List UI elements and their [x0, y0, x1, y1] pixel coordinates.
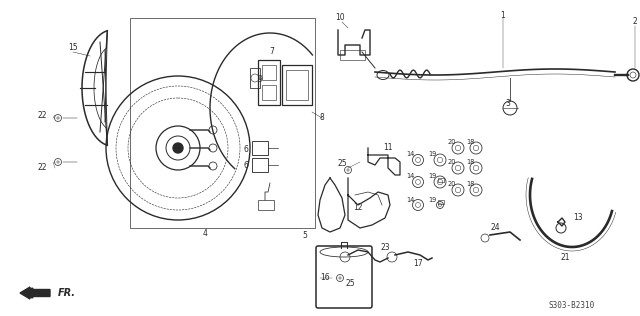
Bar [258, 60, 280, 105]
Bar [130, 18, 315, 228]
Bar [252, 158, 268, 172]
Text: 2: 2 [632, 17, 637, 27]
Text: 14: 14 [406, 173, 414, 179]
Text: 6: 6 [243, 144, 248, 154]
Text: 14: 14 [406, 151, 414, 157]
Bar [250, 68, 260, 88]
Text: 10: 10 [335, 14, 345, 22]
Text: 12: 12 [353, 204, 363, 212]
Text: 23: 23 [380, 244, 390, 252]
Text: 13: 13 [573, 214, 583, 222]
Text: S303-B2310: S303-B2310 [549, 301, 595, 311]
Text: 5: 5 [303, 230, 307, 240]
Text: 4: 4 [203, 228, 207, 238]
Bar [438, 178, 444, 182]
Text: 17: 17 [413, 258, 423, 268]
Text: 1: 1 [500, 10, 506, 20]
Bar [282, 65, 312, 105]
Text: 16: 16 [321, 274, 330, 283]
Bar [262, 85, 276, 100]
Text: FR.: FR. [58, 288, 76, 298]
Text: 15: 15 [68, 44, 78, 52]
Text: 19: 19 [428, 173, 436, 179]
Text: 19: 19 [428, 151, 436, 157]
Bar [252, 141, 268, 155]
Text: 22: 22 [37, 111, 47, 119]
Bar [340, 50, 365, 60]
Text: 20: 20 [448, 181, 456, 187]
Text: 19: 19 [428, 197, 436, 203]
Bar [258, 200, 274, 210]
Text: 22: 22 [37, 163, 47, 173]
Text: 20: 20 [448, 159, 456, 165]
Text: 20: 20 [448, 139, 456, 145]
Text: 9: 9 [258, 76, 263, 84]
Text: 14: 14 [406, 197, 414, 203]
Text: 6: 6 [243, 161, 248, 171]
Text: 18: 18 [466, 139, 474, 145]
Text: 25: 25 [337, 159, 347, 167]
FancyArrow shape [20, 287, 50, 299]
Bar [286, 70, 308, 100]
Text: 18: 18 [466, 181, 474, 187]
Text: 11: 11 [383, 143, 393, 153]
Text: 24: 24 [490, 223, 500, 233]
Text: 8: 8 [319, 113, 324, 123]
Text: 18: 18 [466, 159, 474, 165]
Text: 3: 3 [505, 99, 510, 107]
Text: 7: 7 [269, 47, 275, 57]
Bar [438, 200, 444, 204]
Circle shape [173, 143, 183, 153]
Text: 25: 25 [345, 278, 355, 288]
Bar [262, 65, 276, 80]
Text: 21: 21 [560, 253, 570, 263]
